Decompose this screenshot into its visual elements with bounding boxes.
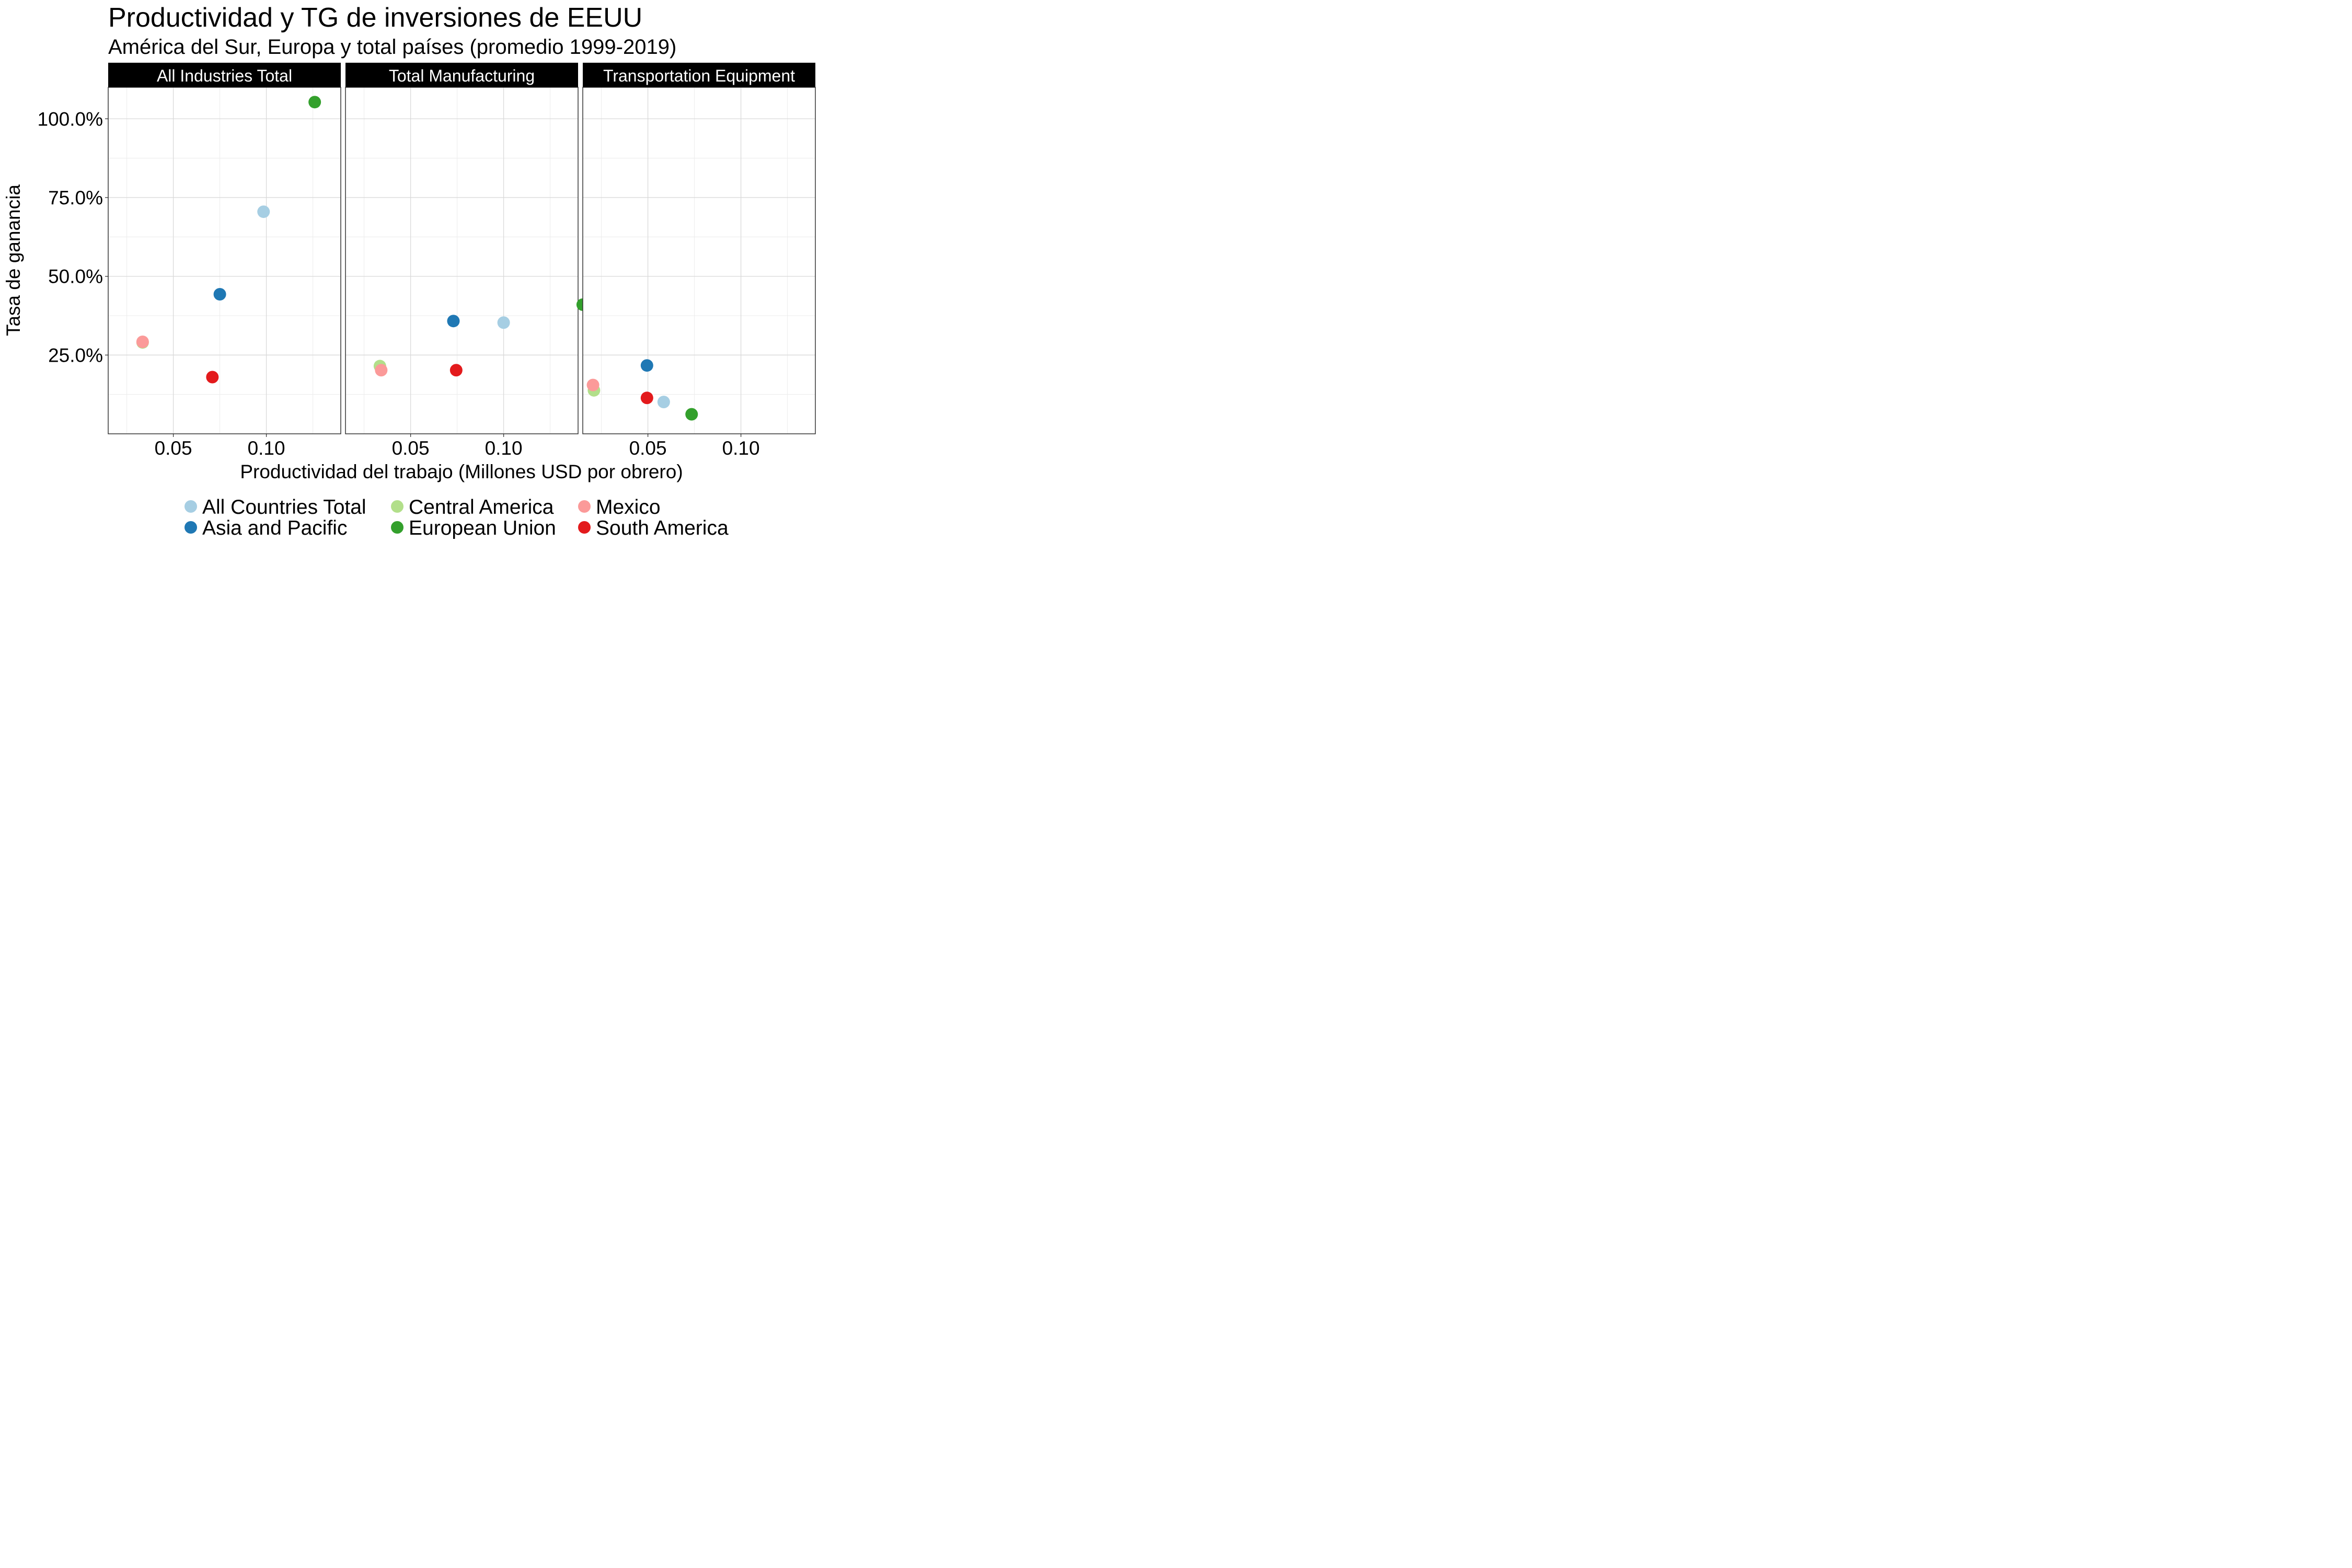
legend-label: All Countries Total — [202, 496, 366, 518]
chart-subtitle: América del Sur, Europa y total países (… — [108, 36, 676, 59]
panel-background — [345, 87, 578, 434]
facet-strip — [108, 63, 341, 87]
data-point — [640, 359, 653, 372]
legend-item: All Countries Total — [185, 496, 366, 518]
facet-panel: Transportation Equipment 0.05 0.10 — [582, 63, 816, 459]
legend-key — [578, 500, 591, 513]
legend-item: Mexico — [578, 496, 661, 518]
panel-background — [583, 87, 815, 434]
data-point — [449, 364, 463, 377]
legend-label: Mexico — [596, 496, 661, 518]
y-tick-label: 50.0% — [48, 266, 103, 287]
legend-label: Asia and Pacific — [202, 517, 347, 539]
legend-item: South America — [578, 517, 729, 539]
y-axis-title: Tasa de ganancia — [3, 185, 24, 336]
data-point — [136, 336, 149, 349]
legend-label: European Union — [409, 517, 556, 539]
x-tick-label: 0.10 — [485, 437, 523, 459]
y-tick-label: 100.0% — [38, 108, 103, 130]
legend-key — [391, 521, 403, 534]
x-tick-label: 0.10 — [722, 437, 760, 459]
chart-title: Productividad y TG de inversiones de EEU… — [108, 3, 642, 33]
x-tick-label: 0.10 — [248, 437, 285, 459]
legend-item: Central America — [391, 496, 554, 518]
facet-strip-label: Total Manufacturing — [389, 66, 535, 85]
legend-label: South America — [596, 517, 729, 539]
facet-panel: Total Manufacturing 0.05 0.10 — [345, 63, 589, 459]
legend-item: European Union — [391, 517, 556, 539]
data-point — [213, 287, 226, 301]
data-point — [257, 205, 270, 218]
legend-key — [391, 500, 403, 513]
data-point — [497, 316, 510, 329]
facet-strip — [583, 63, 815, 87]
facet-strip-label: All Industries Total — [157, 66, 292, 85]
data-point — [586, 378, 599, 391]
data-point — [206, 371, 219, 384]
x-tick-label: 0.05 — [392, 437, 430, 459]
legend-item: Asia and Pacific — [185, 517, 347, 539]
y-axis: 25.0% 50.0% 75.0% 100.0% — [38, 108, 108, 366]
legend-key — [185, 500, 197, 513]
facet-strip — [345, 63, 578, 87]
facet-panel: All Industries Total 0.05 0.10 — [108, 63, 341, 459]
x-axis-title: Productividad del trabajo (Millones USD … — [240, 461, 683, 482]
chart: Productividad y TG de inversiones de EEU… — [3, 3, 816, 539]
data-point — [685, 408, 698, 421]
x-tick-label: 0.05 — [155, 437, 192, 459]
panel-background — [108, 87, 341, 434]
data-point — [640, 391, 653, 405]
legend-key — [185, 521, 197, 534]
legend-key — [578, 521, 591, 534]
x-tick-label: 0.05 — [629, 437, 667, 459]
y-tick-label: 75.0% — [48, 187, 103, 209]
y-tick-label: 25.0% — [48, 344, 103, 366]
data-point — [375, 364, 388, 377]
data-point — [308, 96, 321, 109]
legend-label: Central America — [409, 496, 554, 518]
data-point — [447, 315, 460, 328]
facet-strip-label: Transportation Equipment — [603, 66, 795, 85]
data-point — [657, 396, 670, 409]
